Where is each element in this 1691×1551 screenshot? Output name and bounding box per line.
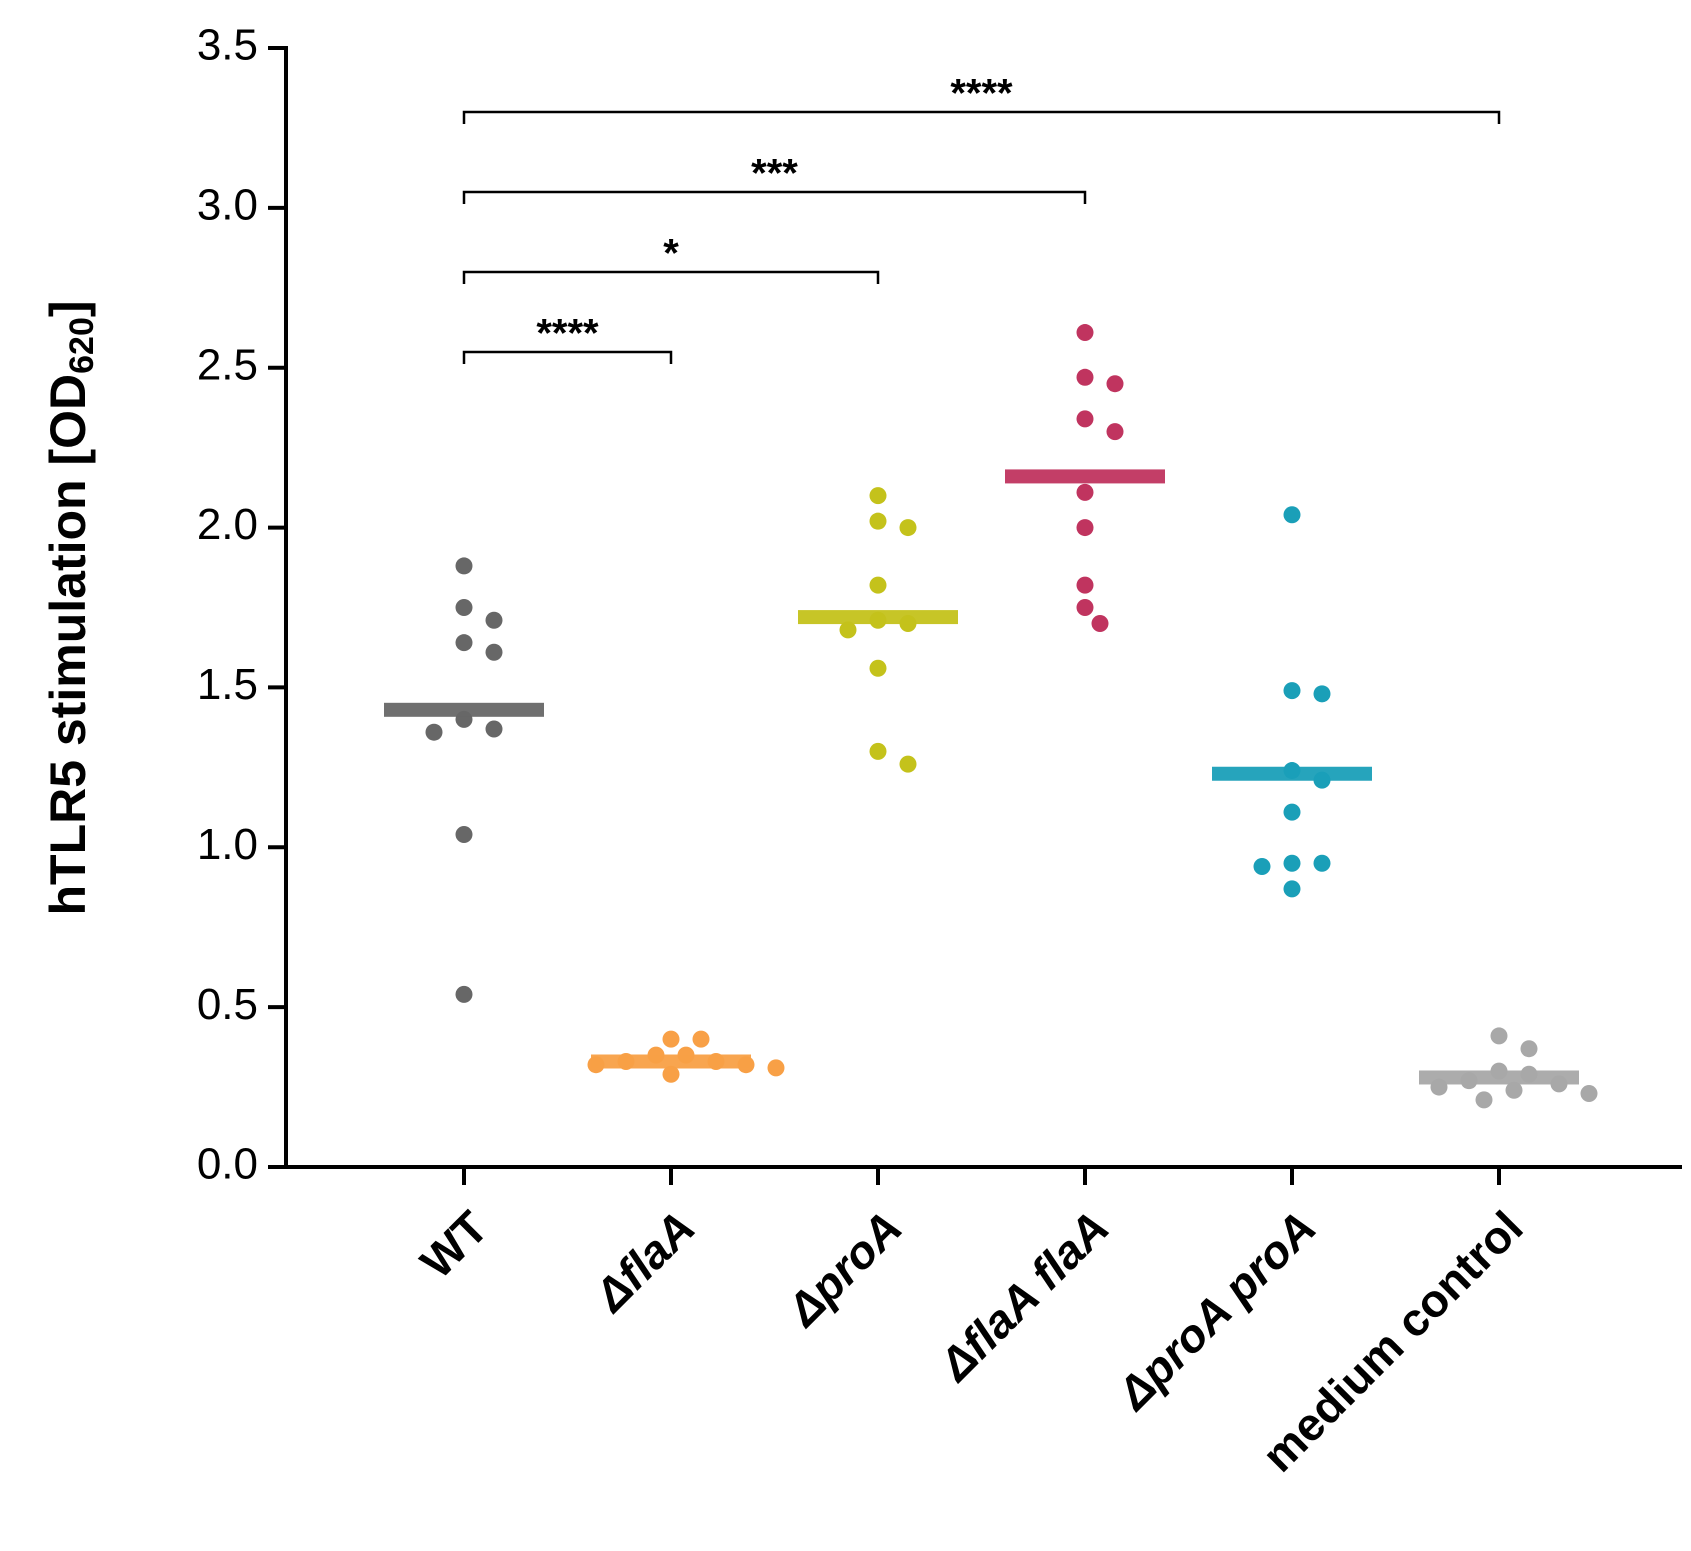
significance-label: * [663, 232, 679, 276]
x-tick-label: ΔproA proA [1106, 1201, 1326, 1421]
data-point [1076, 519, 1094, 537]
data-point [869, 659, 887, 677]
data-point [425, 723, 443, 741]
x-tick-label: ΔflaA [583, 1201, 704, 1322]
significance-label: **** [950, 72, 1013, 116]
significance-bracket [462, 350, 673, 364]
data-point [839, 621, 857, 639]
significance-label: **** [536, 312, 599, 356]
y-tick-label: 2.0 [197, 500, 258, 549]
data-point [899, 755, 917, 773]
data-point [1106, 375, 1124, 393]
data-point [1091, 614, 1109, 632]
data-point [1076, 368, 1094, 386]
data-point [1505, 1081, 1523, 1099]
x-tick-label: ΔflaA flaA [928, 1201, 1119, 1392]
data-point [1313, 685, 1331, 703]
data-point [1076, 410, 1094, 428]
data-point [1520, 1040, 1538, 1058]
data-point [767, 1059, 785, 1077]
data-point [485, 611, 503, 629]
data-point [455, 825, 473, 843]
mean-bar [1005, 469, 1165, 484]
data-point [485, 643, 503, 661]
y-label-end: ] [40, 300, 96, 317]
mean-bar [1212, 766, 1372, 781]
data-point [1283, 506, 1301, 524]
data-point [455, 557, 473, 575]
data-point [869, 487, 887, 505]
data-point [1580, 1084, 1598, 1102]
y-label-main: hTLR5 stimulation [OD [40, 374, 96, 916]
data-point [455, 599, 473, 616]
data-point [1106, 423, 1124, 441]
mean-bar [798, 610, 958, 625]
x-tick-label: WT [410, 1201, 497, 1288]
y-tick-label: 3.5 [197, 21, 258, 70]
y-label-sub: 620 [63, 317, 101, 374]
significance-bracket [462, 110, 1501, 124]
mean-bar [384, 702, 544, 717]
data-point [1283, 803, 1301, 821]
y-tick-label: 3.0 [197, 180, 258, 229]
data-point [455, 985, 473, 1003]
y-tick-label: 0.0 [197, 1140, 258, 1189]
data-point [1076, 324, 1094, 342]
data-point [869, 576, 887, 594]
data-point [1283, 880, 1301, 898]
y-tick-label: 1.5 [197, 660, 258, 709]
data-point [1076, 576, 1094, 594]
data-point [455, 634, 473, 652]
mean-bar [591, 1054, 751, 1069]
data-point [1076, 599, 1094, 616]
data-point [662, 1065, 680, 1083]
y-tick-label: 0.5 [197, 980, 258, 1029]
y-tick-label: 2.5 [197, 340, 258, 389]
data-point [869, 512, 887, 530]
y-tick-label: 1.0 [197, 820, 258, 869]
data-point [1283, 682, 1301, 700]
data-point [692, 1030, 710, 1048]
data-point [662, 1030, 680, 1048]
mean-bar [1419, 1070, 1579, 1085]
data-point [1076, 483, 1094, 501]
significance-bracket [462, 270, 880, 284]
data-point [485, 720, 503, 738]
data-point [899, 519, 917, 537]
data-point [869, 742, 887, 760]
data-point [1490, 1027, 1508, 1045]
significance-bracket [462, 190, 1087, 204]
data-point [1283, 854, 1301, 872]
y-axis-label: hTLR5 stimulation [OD620] [40, 300, 101, 915]
significance-label: *** [751, 152, 798, 196]
data-point [1313, 854, 1331, 872]
data-point [1475, 1091, 1493, 1109]
data-point [1253, 857, 1271, 875]
x-tick-label: ΔproA [776, 1201, 912, 1337]
